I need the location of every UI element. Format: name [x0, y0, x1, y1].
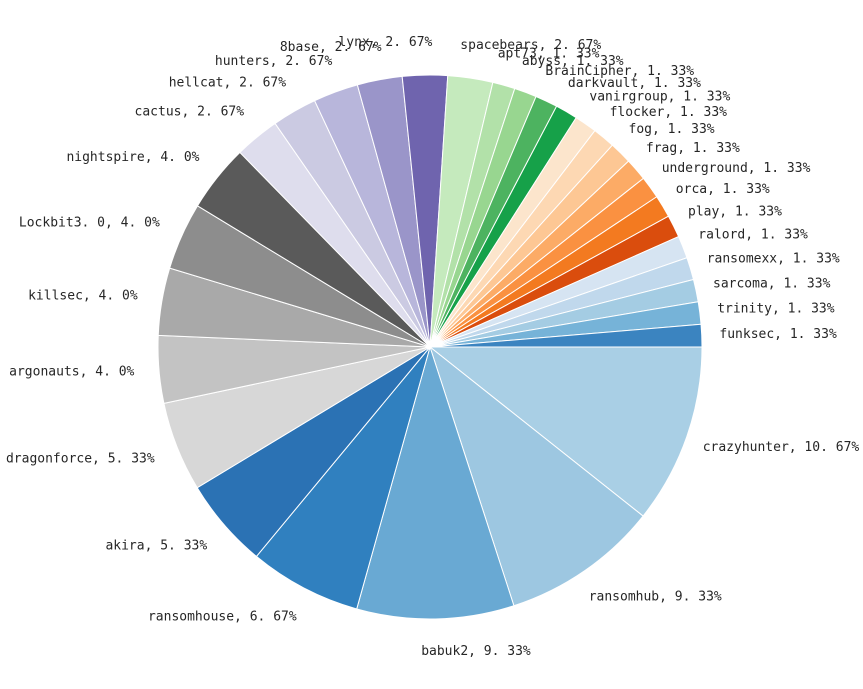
- pie-label-ransomhub: ransomhub, 9. 33%: [589, 590, 722, 605]
- pie-label-ralord: ralord, 1. 33%: [698, 228, 808, 243]
- pie-label-funksec: funksec, 1. 33%: [719, 327, 837, 342]
- pie-label-darkvault: darkvault, 1. 33%: [568, 76, 701, 91]
- pie-wedges: [157, 74, 703, 620]
- pie-slice-ransomhub: [429, 346, 644, 607]
- pie-label-flocker: flocker, 1. 33%: [610, 105, 728, 120]
- pie-slice-funksec: [429, 323, 703, 348]
- pie-label-frag: frag, 1. 33%: [646, 141, 740, 156]
- pie-slice-babuk2: [356, 346, 515, 620]
- pie-label-trinity: trinity, 1. 33%: [717, 301, 835, 316]
- pie-label-spacebears: spacebears, 2. 67%: [460, 38, 601, 53]
- pie-label-argonauts: argonauts, 4. 0%: [9, 365, 134, 380]
- pie-label-ransomexx: ransomexx, 1. 33%: [707, 252, 840, 267]
- pie-label-play: play, 1. 33%: [688, 204, 782, 219]
- pie-label-8base: 8base, 2. 67%: [280, 40, 382, 55]
- pie-label-killsec: killsec, 4. 0%: [28, 288, 138, 303]
- pie-label-lynx: lynx, 2. 67%: [338, 35, 432, 50]
- pie-label-akira: akira, 5. 33%: [105, 538, 207, 553]
- pie-labels: crazyhunter, 10. 67% ransomhub, 9. 33% bab…: [6, 35, 859, 659]
- pie-slice-crazyhunter: [429, 346, 703, 517]
- pie-label-hunters: hunters, 2. 67%: [215, 54, 333, 69]
- pie-label-crazyhunter: crazyhunter, 10. 67%: [703, 440, 860, 455]
- pie-label-BrainCipher: BrainCipher, 1. 33%: [545, 64, 694, 79]
- pie-label-orca: orca, 1. 33%: [676, 182, 770, 197]
- pie-label-underground: underground, 1. 33%: [662, 161, 811, 176]
- pie-label-Lockbit3.0: Lockbit3. 0, 4. 0%: [19, 215, 160, 230]
- pie-label-fog: fog, 1. 33%: [629, 122, 715, 137]
- pie-label-ransomhouse: ransomhouse, 6. 67%: [148, 609, 297, 624]
- pie-label-sarcoma: sarcoma, 1. 33%: [713, 276, 831, 291]
- pie-slice-ransomhouse: [255, 346, 431, 610]
- pie-label-vanirgroup: vanirgroup, 1. 33%: [589, 90, 730, 105]
- pie-label-dragonforce: dragonforce, 5. 33%: [6, 451, 155, 466]
- pie-label-babuk2: babuk2, 9. 33%: [421, 644, 531, 659]
- pie-label-cactus: cactus, 2. 67%: [135, 105, 245, 120]
- pie-label-nightspire: nightspire, 4. 0%: [66, 150, 199, 165]
- pie-label-hellcat: hellcat, 2. 67%: [169, 75, 287, 90]
- pie-label-apt73: apt73, 1. 33%: [498, 46, 600, 61]
- pie-label-abyss: abyss, 1. 33%: [522, 54, 624, 69]
